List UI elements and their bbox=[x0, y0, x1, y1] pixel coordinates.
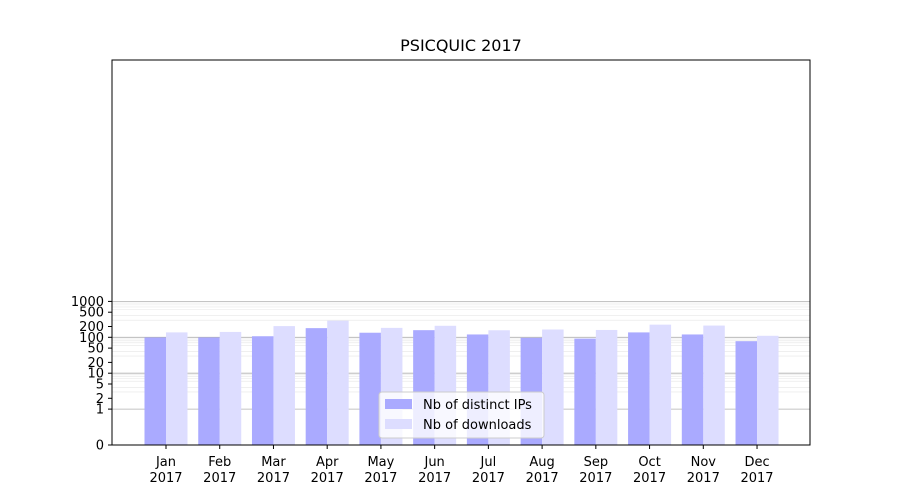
bar-distinct-ips bbox=[144, 337, 166, 445]
x-tick-label-month: Aug bbox=[529, 455, 554, 470]
legend-label: Nb of distinct IPs bbox=[423, 398, 532, 413]
x-tick-label-month: Dec bbox=[744, 455, 769, 470]
x-tick-label-month: May bbox=[367, 455, 394, 470]
bar-downloads bbox=[166, 332, 188, 445]
y-tick-label: 20 bbox=[87, 356, 104, 371]
chart-title: PSICQUIC 2017 bbox=[400, 36, 522, 55]
bar-distinct-ips bbox=[735, 341, 758, 445]
bar-distinct-ips bbox=[681, 334, 704, 445]
x-tick-label-year: 2017 bbox=[633, 471, 666, 486]
x-tick-label-year: 2017 bbox=[418, 471, 451, 486]
y-tick-label: 200 bbox=[79, 320, 104, 335]
legend: Nb of distinct IPs Nb of downloads bbox=[378, 391, 545, 439]
y-tick-label: 500 bbox=[79, 306, 104, 321]
legend-swatch bbox=[385, 399, 412, 409]
x-tick-label-month: Jul bbox=[480, 455, 497, 470]
x-tick-label-year: 2017 bbox=[687, 471, 720, 486]
x-tick-label-month: Feb bbox=[208, 455, 231, 470]
x-tick-label-year: 2017 bbox=[149, 471, 182, 486]
bar-downloads bbox=[273, 326, 295, 445]
bar-distinct-ips bbox=[359, 332, 381, 445]
x-tick-label-month: Oct bbox=[638, 455, 660, 470]
x-tick-label-month: Mar bbox=[261, 455, 286, 470]
legend-label: Nb of downloads bbox=[423, 418, 532, 433]
bar-distinct-ips bbox=[251, 336, 274, 445]
bar-downloads bbox=[703, 325, 725, 445]
y-tick-label: 50 bbox=[87, 342, 104, 357]
y-tick-label: 1 bbox=[96, 403, 104, 418]
y-tick-label: 1000 bbox=[71, 295, 104, 310]
bar-downloads bbox=[757, 335, 779, 445]
x-tick-label-year: 2017 bbox=[472, 471, 505, 486]
x-tick-label-year: 2017 bbox=[364, 471, 397, 486]
x-tick-label-year: 2017 bbox=[203, 471, 236, 486]
x-tick-label-year: 2017 bbox=[579, 471, 612, 486]
bar-downloads bbox=[649, 324, 672, 445]
bar-downloads bbox=[595, 329, 618, 445]
x-axis: Jan2017Feb2017Mar2017Apr2017May2017Jun20… bbox=[149, 445, 774, 486]
y-tick-label: 100 bbox=[79, 331, 104, 346]
plot-frame bbox=[111, 59, 811, 446]
bar-downloads bbox=[219, 331, 242, 445]
bar-distinct-ips bbox=[628, 332, 650, 445]
bar-downloads bbox=[542, 329, 564, 445]
x-tick-label-month: Sep bbox=[584, 455, 609, 470]
y-tick-label: 0 bbox=[96, 439, 104, 454]
x-tick-label-year: 2017 bbox=[526, 471, 559, 486]
x-tick-label-month: Jun bbox=[423, 455, 444, 470]
x-tick-label-month: Apr bbox=[316, 455, 339, 470]
bar-distinct-ips bbox=[305, 328, 328, 445]
bar-downloads bbox=[327, 320, 349, 445]
bar-distinct-ips bbox=[198, 337, 220, 445]
bar-distinct-ips bbox=[574, 338, 596, 445]
y-tick-label: 10 bbox=[87, 367, 104, 382]
x-tick-label-month: Jan bbox=[155, 455, 176, 470]
x-tick-label-month: Nov bbox=[691, 455, 717, 470]
x-tick-label-year: 2017 bbox=[257, 471, 290, 486]
y-tick-label: 5 bbox=[96, 378, 104, 393]
legend-box bbox=[378, 391, 545, 439]
y-tick-label: 2 bbox=[96, 392, 104, 407]
legend-swatch bbox=[385, 419, 412, 429]
x-tick-label-year: 2017 bbox=[311, 471, 344, 486]
x-tick-label-year: 2017 bbox=[740, 471, 773, 486]
